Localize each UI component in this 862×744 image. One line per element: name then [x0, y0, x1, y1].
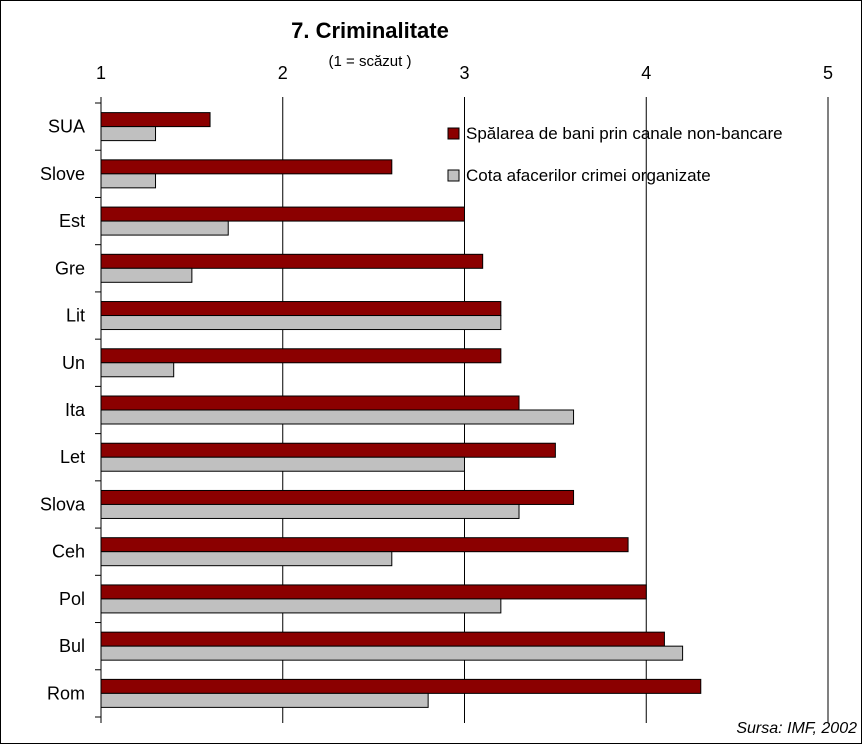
- bar-Let-series-2: [100, 456, 465, 472]
- bars: [100, 112, 702, 708]
- bar-Let-series-1: [100, 442, 556, 458]
- bar-Rom-series-1: [100, 678, 702, 694]
- bar-Slova-series-2: [100, 503, 520, 519]
- category-label: Est: [59, 211, 85, 231]
- bar-Lit-series-2: [100, 315, 502, 331]
- bar-Ita-series-2: [100, 409, 575, 425]
- chart-subtitle: (1 = scăzut ): [329, 53, 412, 70]
- x-tick-label: 5: [823, 63, 833, 83]
- x-tick-labels: 1 2 3 4 5: [96, 63, 833, 83]
- x-tick-label: 1: [96, 63, 106, 83]
- x-tick-label: 3: [459, 63, 469, 83]
- bar-Slove-series-1: [100, 159, 393, 175]
- chart-title: 7. Criminalitate: [291, 18, 449, 43]
- bar-Ceh-series-1: [100, 537, 629, 553]
- legend-swatch: [447, 169, 460, 182]
- category-label: Pol: [59, 589, 85, 609]
- x-tick-label: 2: [278, 63, 288, 83]
- legend-label: Cota afacerilor crimei organizate: [466, 166, 711, 185]
- legend-swatch: [447, 127, 460, 140]
- source-note: Sursa: IMF, 2002: [736, 720, 857, 737]
- category-label: Slove: [40, 164, 85, 184]
- bar-Slova-series-1: [100, 489, 575, 505]
- bar-Bul-series-1: [100, 631, 665, 647]
- bar-Gre-series-1: [100, 253, 484, 269]
- legend-label: Spălarea de bani prin canale non-bancare: [466, 124, 783, 143]
- bar-SUA-series-1: [100, 112, 211, 128]
- category-label: Lit: [66, 306, 85, 326]
- bar-Rom-series-2: [100, 692, 429, 708]
- bar-Ita-series-1: [100, 395, 520, 411]
- category-label: Let: [60, 447, 85, 467]
- y-axis: [95, 102, 102, 718]
- bar-Slove-series-2: [100, 173, 157, 189]
- category-label: Ita: [65, 400, 86, 420]
- bar-Un-series-2: [100, 362, 175, 378]
- bar-Bul-series-2: [100, 645, 684, 661]
- category-label: Gre: [55, 258, 85, 278]
- bar-Un-series-1: [100, 348, 502, 364]
- category-label: Rom: [47, 683, 85, 703]
- bar-Ceh-series-2: [100, 551, 393, 567]
- category-label: Un: [62, 353, 85, 373]
- bar-SUA-series-2: [100, 126, 157, 142]
- category-label: Bul: [59, 636, 85, 656]
- bar-Pol-series-2: [100, 598, 502, 614]
- legend: Spălarea de bani prin canale non-bancare…: [447, 124, 783, 185]
- category-label: Ceh: [52, 542, 85, 562]
- category-label: Slova: [40, 494, 86, 514]
- bar-Est-series-1: [100, 206, 465, 222]
- bar-Pol-series-1: [100, 584, 647, 600]
- x-tick-label: 4: [641, 63, 651, 83]
- category-labels: SUA Slove Est Gre Lit Un Ita Let Slova Ceh Pol Bul R…: [40, 117, 86, 704]
- bar-Lit-series-1: [100, 301, 502, 317]
- bar-Est-series-2: [100, 220, 229, 236]
- category-label: SUA: [48, 117, 85, 137]
- bar-Gre-series-2: [100, 267, 193, 283]
